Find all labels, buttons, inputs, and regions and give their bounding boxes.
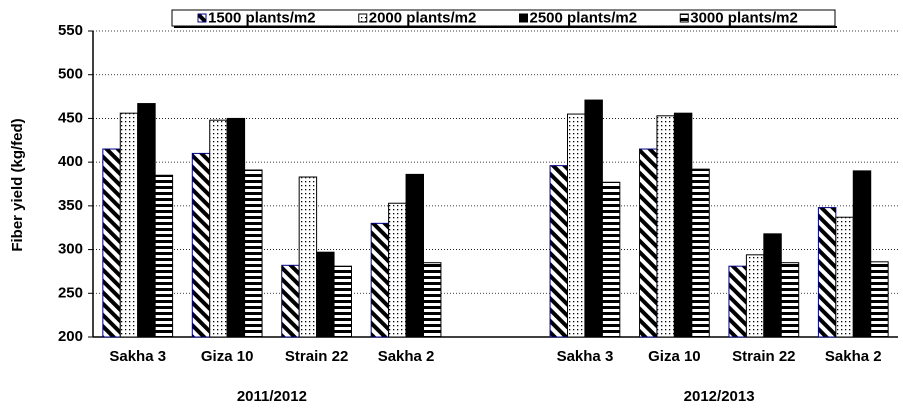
group-label: 2012/2013	[684, 388, 755, 405]
legend-label: 2000 plants/m2	[369, 9, 477, 26]
bar	[388, 202, 407, 338]
bar	[639, 148, 658, 338]
bar	[226, 117, 246, 338]
bar	[691, 168, 710, 338]
bar	[584, 99, 603, 338]
x-tick-label: Sakha 2	[378, 348, 435, 365]
x-tick-label: Giza 10	[201, 348, 254, 365]
y-tick-label: 350	[58, 197, 83, 214]
bar	[870, 261, 889, 338]
bar	[102, 148, 121, 338]
x-tick-label: Giza 10	[648, 348, 701, 365]
bar	[549, 165, 569, 338]
x-tick-label: Strain 22	[732, 348, 795, 365]
bar	[817, 207, 837, 338]
y-tick-label: 300	[58, 241, 83, 258]
y-tick-label: 250	[58, 284, 83, 301]
y-tick-label: 500	[58, 66, 83, 83]
y-axis-label: Fiber yield (kg/fed)	[9, 118, 26, 251]
y-tick-label: 400	[58, 153, 83, 170]
x-tick-label: Sakha 3	[109, 348, 166, 365]
bar	[281, 264, 300, 338]
bar	[137, 103, 156, 338]
legend-swatch	[519, 13, 528, 23]
bar	[852, 170, 872, 338]
bar	[244, 169, 263, 338]
x-tick-label: Sakha 2	[825, 348, 882, 365]
bar	[154, 174, 174, 338]
bar	[601, 181, 621, 338]
bar	[835, 216, 854, 338]
bar	[763, 233, 782, 338]
bar	[673, 112, 693, 338]
bar	[728, 265, 747, 338]
y-tick-label: 550	[58, 22, 83, 39]
bar	[119, 112, 139, 338]
x-tick-label: Strain 22	[285, 348, 348, 365]
legend-swatch	[358, 13, 368, 23]
bar	[298, 176, 318, 338]
legend-label: 3000 plants/m2	[690, 9, 798, 26]
bar	[405, 173, 424, 338]
y-tick-label: 200	[58, 328, 83, 345]
legend-swatch	[197, 13, 207, 23]
bar	[656, 115, 675, 338]
legend-swatch	[679, 13, 689, 23]
y-tick-label: 450	[58, 109, 83, 126]
x-tick-label: Sakha 3	[557, 348, 614, 365]
bar	[316, 251, 335, 338]
bar	[567, 113, 586, 338]
bar	[370, 222, 390, 338]
bar	[333, 265, 352, 338]
group-label: 2011/2012	[237, 388, 307, 405]
bar	[191, 152, 211, 338]
bar	[780, 262, 800, 338]
bar	[209, 119, 228, 338]
bar	[745, 254, 765, 338]
bar	[422, 262, 442, 338]
legend-label: 2500 plants/m2	[530, 9, 638, 26]
legend-label: 1500 plants/m2	[208, 9, 316, 26]
